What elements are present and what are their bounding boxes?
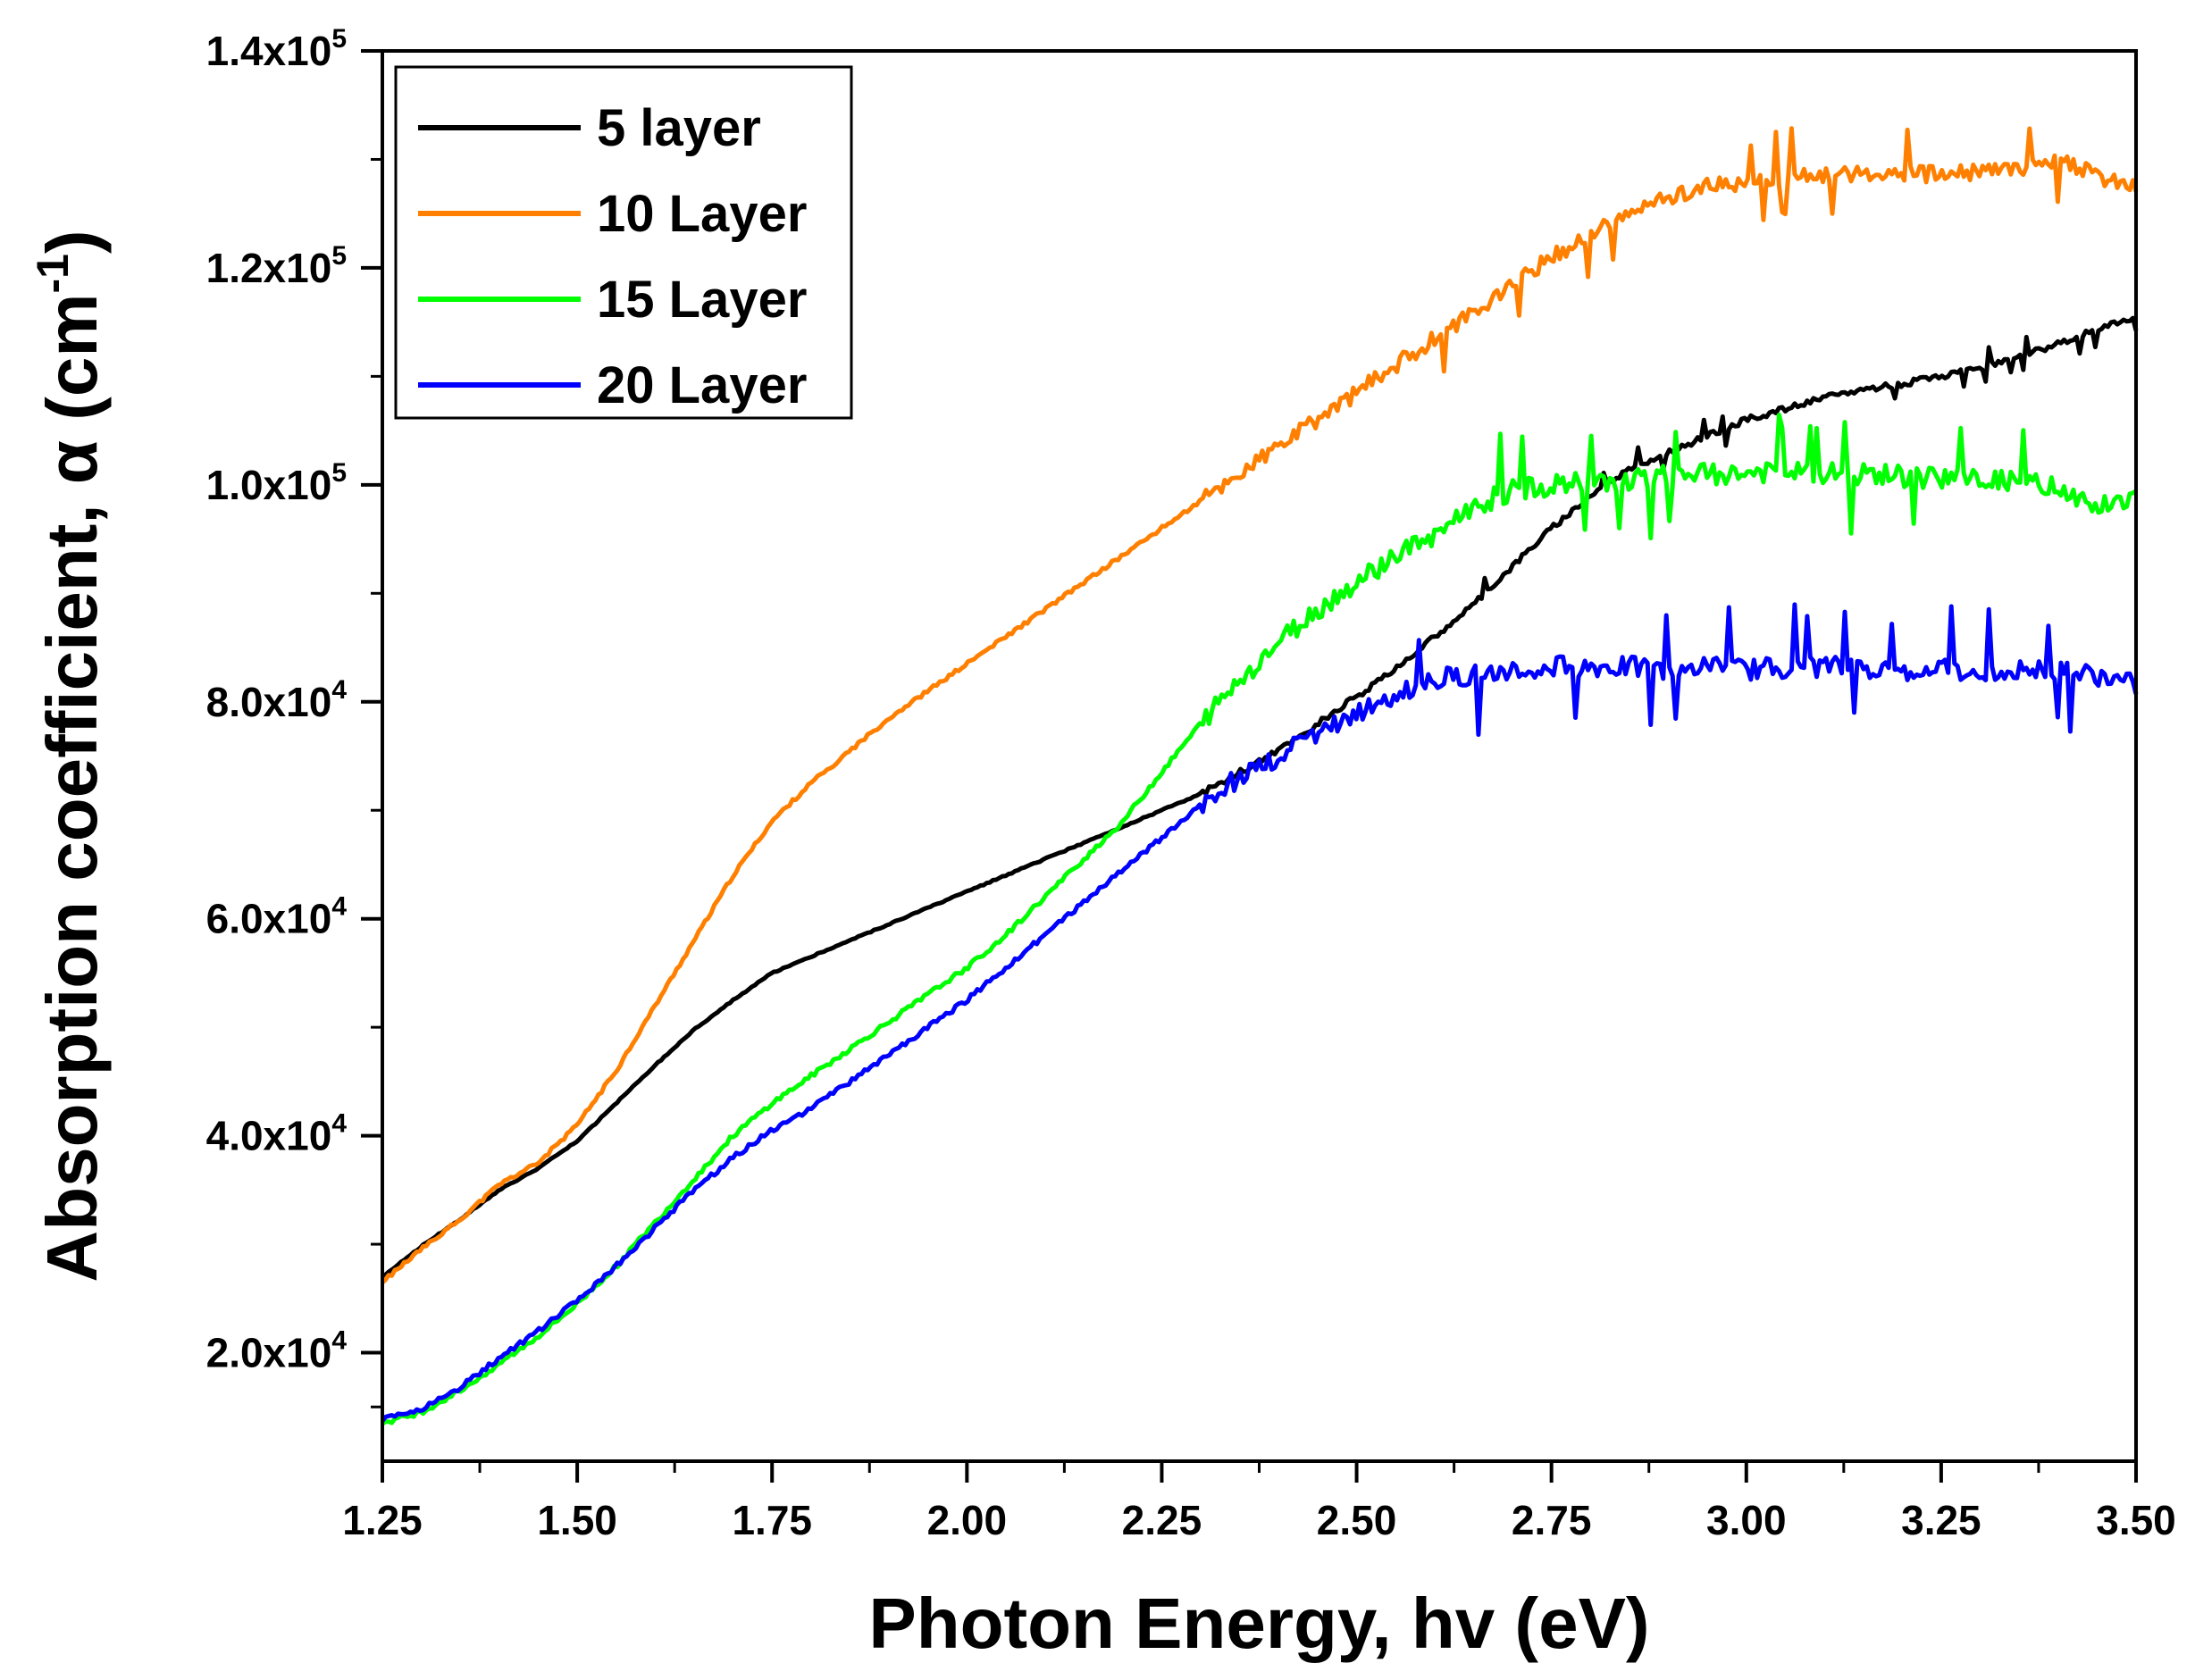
x-tick-label: 2.50	[1317, 1497, 1397, 1543]
legend-label: 5 layer	[597, 99, 761, 157]
y-axis-title-superscript: -1	[28, 254, 78, 293]
series-line-2	[381, 126, 2139, 1284]
y-tick-label: 1.0x105	[206, 458, 347, 508]
y-axis-title-close: )	[32, 230, 112, 254]
y-tick-label: 1.4x105	[206, 24, 347, 74]
series-line-4	[381, 602, 2139, 1423]
x-axis-title: Photon Energy, hv (eV)	[868, 1584, 1649, 1663]
x-tick-label: 2.25	[1122, 1497, 1202, 1543]
x-tick-label: 2.75	[1512, 1497, 1592, 1543]
y-tick-label: 2.0x104	[206, 1326, 348, 1376]
x-tick-label: 3.00	[1706, 1497, 1787, 1543]
y-axis-title-main: Absorption coefficient, α (cm	[32, 294, 112, 1283]
y-tick-label: 8.0x104	[206, 675, 348, 725]
y-axis-ticks: 2.0x104 4.0x104 6.0x104 8.0x104 1.0x105 1.2x1…	[206, 24, 382, 1408]
legend: 5 layer 10 Layer 15 Layer 20 Layer	[394, 65, 853, 420]
legend-label: 15 Layer	[597, 271, 807, 329]
series-layer	[381, 126, 2139, 1426]
y-tick-label: 1.2x105	[206, 241, 347, 291]
series-line-3	[381, 413, 2138, 1426]
x-tick-label: 3.50	[2096, 1497, 2176, 1543]
y-axis-title: Absorption coefficient, α (cm-1)	[28, 230, 112, 1282]
y-tick-label: 4.0x104	[206, 1109, 348, 1159]
x-tick-label: 2.00	[927, 1497, 1008, 1543]
x-tick-label: 3.25	[1901, 1497, 1981, 1543]
legend-label: 10 Layer	[597, 185, 807, 243]
x-axis-ticks: 1.25 1.50 1.75 2.00 2.25 2.50 2.75 3.00 3.25 3.50	[342, 1461, 2176, 1543]
x-tick-label: 1.25	[342, 1497, 423, 1543]
legend-label: 20 Layer	[597, 356, 807, 414]
x-tick-label: 1.75	[732, 1497, 812, 1543]
x-tick-label: 1.50	[537, 1497, 617, 1543]
y-tick-label: 6.0x104	[206, 892, 348, 942]
